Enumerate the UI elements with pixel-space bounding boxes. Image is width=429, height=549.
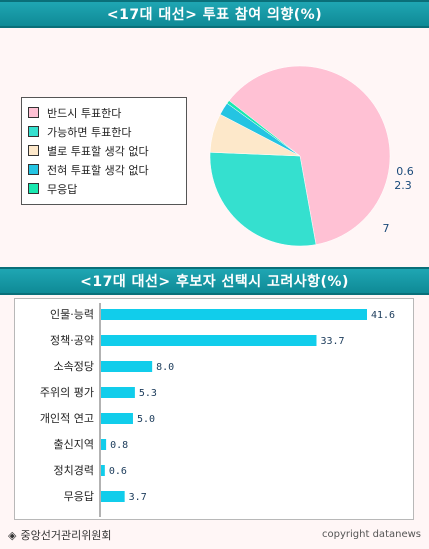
bar-category-label: 주위의 평가 <box>40 386 94 399</box>
pie-chart-title: <17대 대선> 투표 참여 의향(%) <box>0 0 429 28</box>
bar <box>101 465 105 476</box>
bar-category-label: 소속정당 <box>54 360 94 373</box>
bar <box>101 387 135 398</box>
pie-value-label-4: 2.3 <box>394 179 412 192</box>
legend-swatch <box>28 107 39 118</box>
pie-slices <box>209 65 391 247</box>
legend-item: 별로 투표할 생각 없다 <box>28 141 186 160</box>
legend-label: 전혀 투표할 생각 없다 <box>47 163 149 177</box>
bar-category-label: 무응답 <box>64 490 94 503</box>
legend-swatch <box>28 164 39 175</box>
bar <box>101 309 367 320</box>
bar-chart-title: <17대 대선> 후보자 선택시 고려사항(%) <box>0 267 429 295</box>
pie-slice-1 <box>228 65 391 245</box>
bar-value-label: 5.0 <box>137 414 155 425</box>
pie-slice-5 <box>226 100 301 157</box>
bar-chart-area: 인물·능력 41.6 정책·공약 33.7 소속정당 8.0 주위의 평가 5.3 개인적 연고… <box>40 303 395 517</box>
bar-value-label: 33.7 <box>320 336 344 347</box>
pie-value-label-3: 7 <box>383 222 390 235</box>
copyright-text: copyright datanews <box>322 529 421 540</box>
bar-value-label: 41.6 <box>371 310 395 321</box>
bar-category-label: 인물·능력 <box>50 308 94 321</box>
bar <box>101 413 133 424</box>
diamond-icon: ◈ <box>8 528 17 542</box>
legend-label: 별로 투표할 생각 없다 <box>47 144 149 158</box>
legend-item: 전혀 투표할 생각 없다 <box>28 160 186 179</box>
source-text: 중앙선거관리위원회 <box>20 529 112 542</box>
legend-label: 반드시 투표한다 <box>47 106 122 120</box>
pie-labels: 61.628.572.30.6 <box>383 165 414 235</box>
bar-value-label: 8.0 <box>156 362 174 373</box>
legend-item: 가능하면 투표한다 <box>28 122 186 141</box>
pie-slice-2 <box>209 152 317 247</box>
source-credit: ◈ 중앙선거관리위원회 <box>8 527 112 543</box>
bar-value-label: 3.7 <box>129 492 147 503</box>
bar-value-label: 0.6 <box>109 466 127 477</box>
legend-item: 반드시 투표한다 <box>28 103 186 122</box>
bar <box>101 439 107 450</box>
bar-category-label: 정책·공약 <box>50 333 94 347</box>
bar-category-label: 정치경력 <box>54 464 94 477</box>
legend-label: 무응답 <box>47 182 78 196</box>
bar <box>101 491 125 502</box>
bar-category-label: 개인적 연고 <box>40 412 94 425</box>
legend-swatch <box>28 126 39 137</box>
bar <box>101 361 153 372</box>
bar <box>101 335 317 346</box>
bar-value-label: 5.3 <box>139 388 157 399</box>
pie-value-label-5: 0.6 <box>396 165 414 178</box>
bar-category-label: 출신지역 <box>54 438 94 451</box>
bar-series: 인물·능력 41.6 정책·공약 33.7 소속정당 8.0 주위의 평가 5.3 개인적 연고… <box>40 308 395 503</box>
legend-swatch <box>28 183 39 194</box>
legend-item: 무응답 <box>28 179 186 198</box>
bar-value-label: 0.8 <box>110 440 128 451</box>
legend-label: 가능하면 투표한다 <box>47 125 132 139</box>
legend-swatch <box>28 145 39 156</box>
pie-chart-area: 61.628.572.30.6 <box>209 65 414 247</box>
